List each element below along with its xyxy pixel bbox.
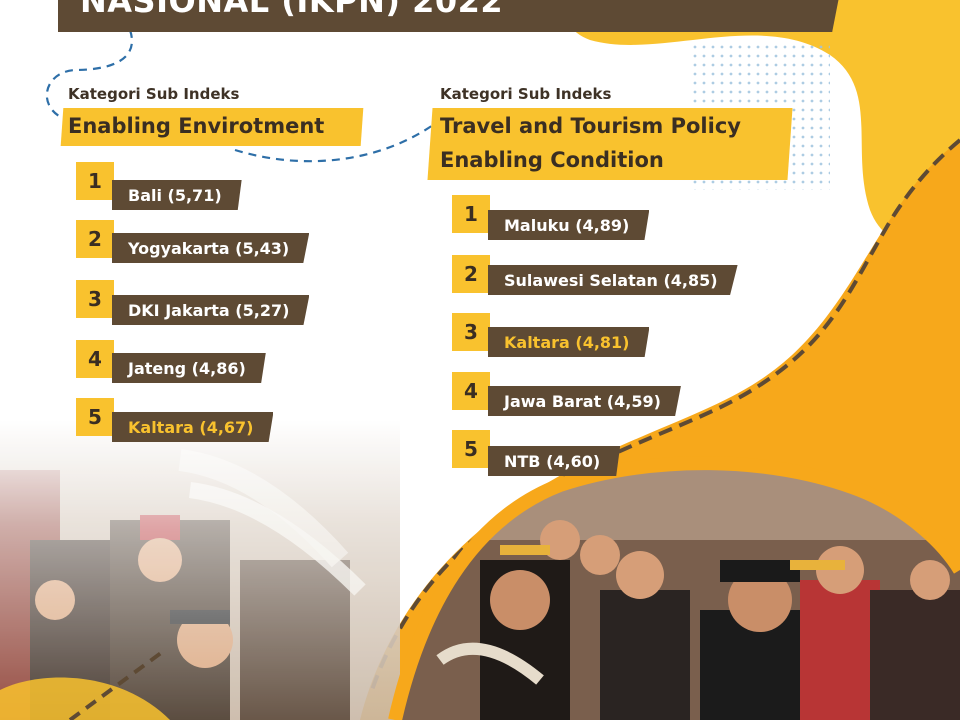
rank-label: Yogyakarta (5,43)	[112, 233, 310, 263]
rank-badge: 4	[452, 372, 490, 410]
rank-label: NTB (4,60)	[488, 446, 621, 476]
rank-badge: 4	[76, 340, 114, 378]
title-banner	[58, 0, 840, 32]
left-category-title: Enabling Envirotment	[68, 114, 325, 138]
yellow-blob	[560, 0, 960, 245]
rank-label: Sulawesi Selatan (4,85)	[488, 265, 738, 295]
rank-badge: 3	[76, 280, 114, 318]
right-category-label: Kategori Sub Indeks	[440, 85, 612, 103]
rank-label: DKI Jakarta (5,27)	[112, 295, 310, 325]
left-category-label: Kategori Sub Indeks	[68, 85, 240, 103]
rank-badge: 3	[452, 313, 490, 351]
rank-label: Maluku (4,89)	[488, 210, 650, 240]
rank-badge: 1	[452, 195, 490, 233]
rank-badge: 5	[76, 398, 114, 436]
left-crowd-photo	[0, 420, 400, 720]
rank-label: Jawa Barat (4,59)	[488, 386, 681, 416]
right-category-title-line2: Enabling Condition	[440, 148, 664, 172]
rank-badge: 1	[76, 162, 114, 200]
rank-badge: 2	[76, 220, 114, 258]
right-category-title-line1: Travel and Tourism Policy	[440, 114, 741, 138]
rank-label: Bali (5,71)	[112, 180, 242, 210]
rank-badge: 2	[452, 255, 490, 293]
rank-label: Jateng (4,86)	[112, 353, 266, 383]
rank-label-highlight: Kaltara (4,81)	[488, 327, 650, 357]
rank-badge: 5	[452, 430, 490, 468]
page-title: NASIONAL (IKPN) 2022	[80, 0, 504, 20]
rank-label-highlight: Kaltara (4,67)	[112, 412, 274, 442]
